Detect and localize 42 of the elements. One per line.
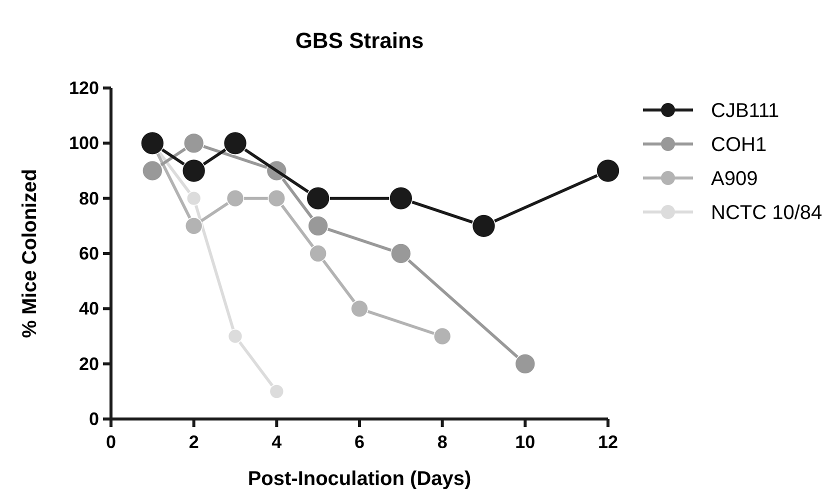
chart-title: GBS Strains xyxy=(295,28,424,53)
point xyxy=(269,384,284,399)
y-tick-label: 100 xyxy=(68,133,99,154)
point xyxy=(183,132,204,154)
point xyxy=(142,160,163,182)
point xyxy=(472,214,496,238)
legend-label: NCTC 10/84 xyxy=(711,202,822,224)
y-tick-label: 20 xyxy=(78,354,99,374)
x-axis-title: Post-Inoculation (Days) xyxy=(248,468,472,489)
point xyxy=(350,300,368,318)
point xyxy=(226,189,244,208)
y-axis-title: % Mice Colonized xyxy=(19,169,41,338)
point xyxy=(309,244,327,262)
point xyxy=(390,243,412,264)
point xyxy=(184,217,203,235)
point xyxy=(389,186,413,210)
y-tick-label: 0 xyxy=(88,409,99,429)
point xyxy=(514,353,536,374)
point xyxy=(433,327,452,346)
point xyxy=(182,158,206,183)
x-tick-label: 10 xyxy=(515,432,536,452)
x-tick-label: 6 xyxy=(354,432,365,452)
x-tick-label: 0 xyxy=(106,432,116,452)
point xyxy=(140,131,164,156)
y-tick-label: 40 xyxy=(78,298,99,319)
y-tick-label: 120 xyxy=(68,78,99,98)
legend-label: COH1 xyxy=(711,134,767,156)
point xyxy=(596,158,620,183)
point xyxy=(308,216,328,236)
legend-label: A909 xyxy=(711,168,758,190)
x-tick-label: 8 xyxy=(437,432,448,452)
y-tick-label: 60 xyxy=(78,244,99,264)
point xyxy=(306,186,330,210)
point xyxy=(186,190,202,206)
x-tick-label: 4 xyxy=(272,432,282,452)
point xyxy=(268,189,286,208)
x-tick-label: 2 xyxy=(188,432,199,452)
legend-label: CJB111 xyxy=(711,100,780,122)
y-tick-label: 80 xyxy=(78,188,99,208)
point xyxy=(228,328,243,344)
x-tick-label: 12 xyxy=(598,432,618,452)
point xyxy=(223,131,248,156)
